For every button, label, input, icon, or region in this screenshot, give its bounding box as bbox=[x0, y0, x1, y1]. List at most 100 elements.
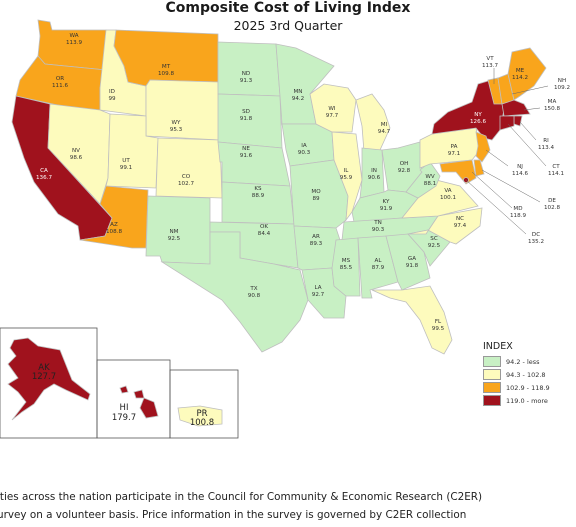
state-MT[interactable] bbox=[113, 29, 219, 87]
state-CO[interactable] bbox=[155, 137, 223, 199]
state-ME[interactable] bbox=[507, 47, 547, 101]
label-RI: RI 113.4 bbox=[538, 138, 554, 151]
label-NV: NV 98.6 bbox=[70, 148, 83, 161]
label-VA: VA 100.1 bbox=[440, 188, 456, 201]
label-KS: KS 88.9 bbox=[252, 186, 265, 199]
label-NY: NY 126.6 bbox=[470, 112, 486, 125]
inset-hawaii bbox=[96, 359, 171, 439]
callout-MD bbox=[471, 171, 513, 209]
label-MI: MI 94.7 bbox=[378, 122, 391, 135]
label-WI: WI 97.7 bbox=[326, 106, 339, 119]
legend-label: 102.9 - 118.9 bbox=[506, 383, 550, 392]
callout-MA bbox=[523, 107, 541, 111]
label-MN: MN 94.2 bbox=[292, 89, 304, 102]
footer-line: ities across the nation participate in t… bbox=[0, 491, 483, 503]
label-WY: WY 95.3 bbox=[170, 120, 183, 133]
state-NJ[interactable] bbox=[475, 131, 491, 163]
label-TN: TN 90.3 bbox=[372, 220, 385, 233]
label-DE: DE 102.8 bbox=[544, 198, 560, 211]
callout-NJ bbox=[485, 149, 509, 167]
label-MD: MD 118.9 bbox=[510, 206, 526, 219]
label-CO: CO 102.7 bbox=[178, 174, 194, 187]
label-PR: PR 100.8 bbox=[190, 409, 214, 428]
legend: INDEX 94.2 - less 94.3 - 102.8 102.9 - 1… bbox=[483, 341, 573, 407]
label-GA: GA 91.8 bbox=[406, 256, 419, 269]
label-WV: WV 88.1 bbox=[424, 174, 437, 187]
inset-puerto-rico bbox=[169, 369, 239, 439]
legend-item: 94.3 - 102.8 bbox=[483, 368, 573, 381]
label-LA: LA 92.7 bbox=[312, 285, 325, 298]
label-KY: KY 91.9 bbox=[380, 199, 393, 212]
state-TX[interactable] bbox=[160, 231, 309, 353]
state-HI[interactable] bbox=[139, 397, 159, 419]
label-MA: MA 150.8 bbox=[544, 99, 560, 112]
label-FL: FL 99.5 bbox=[432, 319, 445, 332]
label-DC: DC 135.2 bbox=[528, 232, 544, 245]
label-CT: CT 114.1 bbox=[548, 164, 564, 177]
label-NH: NH 109.2 bbox=[554, 78, 570, 91]
label-PA: PA 97.1 bbox=[448, 144, 461, 157]
label-VT: VT 113.7 bbox=[482, 56, 498, 69]
label-MS: MS 85.5 bbox=[340, 258, 353, 271]
label-NM: NM 92.5 bbox=[168, 229, 181, 242]
label-AR: AR 89.3 bbox=[310, 234, 323, 247]
legend-title: INDEX bbox=[483, 341, 513, 352]
state-CT[interactable] bbox=[499, 115, 515, 131]
label-OR: OR 111.6 bbox=[52, 76, 68, 89]
legend-label: 119.0 - more bbox=[506, 396, 548, 405]
state-MA[interactable] bbox=[501, 99, 531, 117]
state-FL[interactable] bbox=[371, 285, 453, 355]
state-HI-oahu[interactable] bbox=[119, 385, 129, 394]
legend-item: 94.2 - less bbox=[483, 355, 573, 368]
legend-label: 94.2 - less bbox=[506, 357, 540, 366]
footer-line: urvey on a volunteer basis. Price inform… bbox=[0, 509, 467, 521]
state-WI[interactable] bbox=[309, 83, 357, 133]
labels: WA 113.9 OR 111.6 CA 136.7 ID 99 NV 98.6 MT 10… bbox=[32, 33, 570, 428]
label-HI: HI 179.7 bbox=[112, 403, 136, 423]
legend-swatch bbox=[483, 356, 501, 367]
label-SC: SC 92.5 bbox=[428, 236, 441, 249]
state-WY[interactable] bbox=[145, 79, 221, 141]
legend-item: 119.0 - more bbox=[483, 394, 573, 407]
label-AL: AL 87.9 bbox=[372, 258, 385, 271]
label-MT: MT 109.8 bbox=[158, 64, 174, 77]
state-MI[interactable] bbox=[355, 93, 391, 153]
callout-CT bbox=[507, 123, 547, 167]
state-NC[interactable] bbox=[407, 207, 483, 245]
state-DE[interactable] bbox=[473, 159, 485, 177]
legend-item: 102.9 - 118.9 bbox=[483, 381, 573, 394]
state-MD[interactable] bbox=[439, 159, 477, 185]
map-title: Composite Cost of Living Index bbox=[165, 0, 411, 16]
state-PR[interactable] bbox=[177, 405, 223, 427]
state-AK[interactable] bbox=[7, 337, 91, 421]
legend-swatch bbox=[483, 369, 501, 380]
label-UT: UT 99.1 bbox=[120, 158, 133, 171]
label-OK: OK 84.4 bbox=[258, 224, 271, 237]
legend-swatch bbox=[483, 395, 501, 406]
map-subtitle: 2025 3rd Quarter bbox=[233, 18, 343, 33]
label-ND: ND 91.3 bbox=[240, 71, 253, 84]
label-AK: AK 127.7 bbox=[32, 363, 56, 382]
label-NC: NC 97.4 bbox=[454, 216, 467, 229]
footer-text: ities across the nation participate in t… bbox=[0, 488, 576, 524]
state-IA[interactable] bbox=[281, 123, 335, 167]
label-NJ: NJ 114.6 bbox=[512, 164, 528, 177]
label-AZ: AZ 108.8 bbox=[106, 222, 122, 235]
callout-RI bbox=[519, 121, 537, 141]
label-MO: MO 89 bbox=[311, 189, 321, 202]
state-NE[interactable] bbox=[217, 141, 291, 187]
label-IA: IA 90.3 bbox=[298, 143, 311, 156]
label-ID: ID 99 bbox=[108, 89, 116, 102]
label-OH: OH 92.8 bbox=[398, 161, 411, 174]
label-IL: IL 95.9 bbox=[340, 168, 353, 181]
label-CA: CA 136.7 bbox=[36, 168, 52, 181]
state-RI[interactable] bbox=[513, 115, 523, 127]
label-IN: IN 90.6 bbox=[368, 168, 381, 181]
state-IL[interactable] bbox=[331, 131, 363, 222]
state-WV[interactable] bbox=[405, 161, 441, 199]
state-HI-maui[interactable] bbox=[133, 389, 145, 399]
state-ND[interactable] bbox=[217, 41, 281, 97]
legend-swatch bbox=[483, 382, 501, 393]
callout-DC bbox=[465, 179, 527, 235]
